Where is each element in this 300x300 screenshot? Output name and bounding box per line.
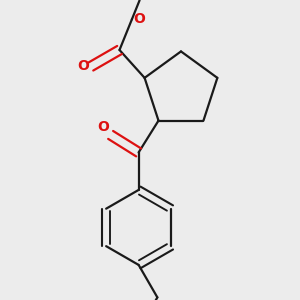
Text: O: O — [78, 59, 90, 73]
Text: O: O — [98, 120, 109, 134]
Text: O: O — [133, 12, 145, 26]
